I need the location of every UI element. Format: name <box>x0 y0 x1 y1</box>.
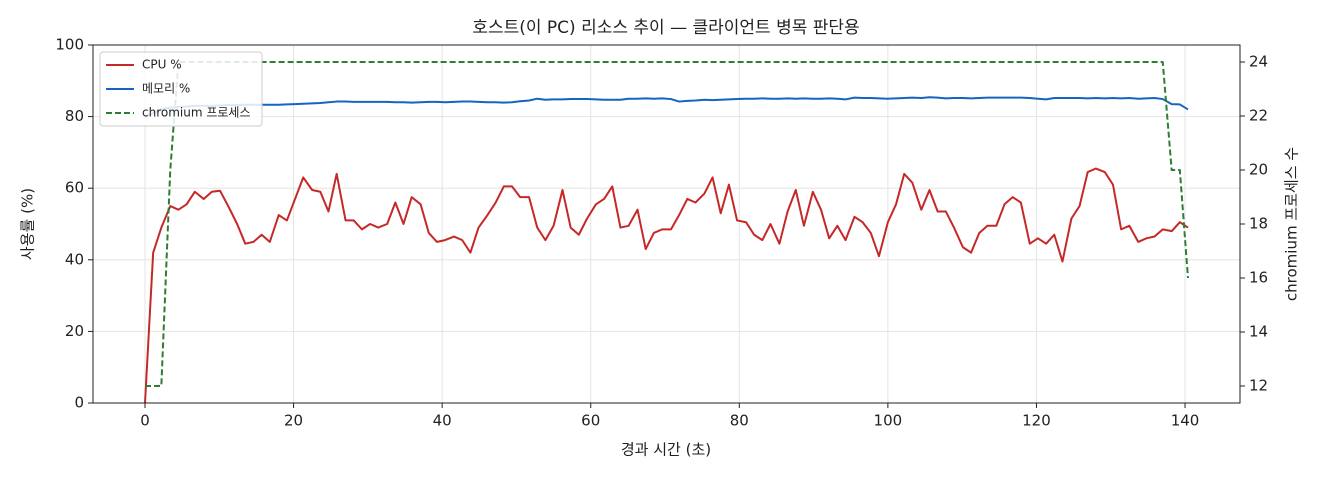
y-tick-label: 40 <box>65 250 84 268</box>
y2-tick-label: 24 <box>1249 53 1268 71</box>
legend-label: chromium 프로세스 <box>142 106 251 120</box>
chart-title: 호스트(이 PC) 리소스 추이 — 클라이언트 병목 판단용 <box>472 18 859 38</box>
ticks: 0 20 40 60 80 100 120 140 0 20 40 60 80 100 12 14 16 18 20… <box>55 36 1268 430</box>
x-tick-label: 80 <box>730 412 749 430</box>
legend-label: CPU % <box>142 58 182 72</box>
y-tick-label: 60 <box>65 179 84 197</box>
series-line <box>144 96 1189 118</box>
x-axis-label: 경과 시간 (초) <box>621 441 711 459</box>
x-tick-label: 100 <box>874 412 903 430</box>
y-tick-label: 0 <box>74 394 84 412</box>
y-tick-label: 20 <box>65 322 84 340</box>
y2-axis-label: chromium 프로세스 수 <box>1283 147 1301 301</box>
legend-label: 메모리 % <box>142 82 190 96</box>
y-tick-label: 80 <box>65 107 84 125</box>
x-tick-label: 120 <box>1022 412 1051 430</box>
y2-tick-label: 12 <box>1249 376 1268 394</box>
y2-tick-label: 20 <box>1249 161 1268 179</box>
x-tick-label: 20 <box>284 412 303 430</box>
series-line <box>144 167 1189 404</box>
y2-tick-label: 16 <box>1249 268 1268 286</box>
x-tick-label: 40 <box>433 412 452 430</box>
y2-tick-label: 18 <box>1249 215 1268 233</box>
plot-area <box>144 61 1189 404</box>
legend-box <box>99 51 263 127</box>
legend: CPU % 메모리 % chromium 프로세스 <box>99 51 263 127</box>
y2-tick-label: 14 <box>1249 322 1268 340</box>
series-line <box>145 61 1189 387</box>
x-tick-label: 60 <box>581 412 600 430</box>
y2-tick-label: 22 <box>1249 107 1268 125</box>
x-tick-label: 0 <box>140 412 150 430</box>
y-axis-label: 사용률 (%) <box>19 188 37 260</box>
y-tick-label: 100 <box>55 36 84 54</box>
x-tick-label: 140 <box>1171 412 1200 430</box>
